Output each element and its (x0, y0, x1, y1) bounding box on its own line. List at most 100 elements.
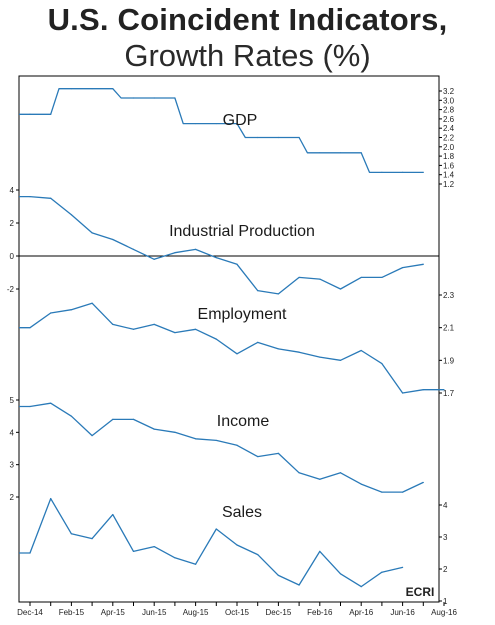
sales-point (29, 552, 31, 554)
plot-frame (18, 75, 440, 603)
chart-marks: 3.23.02.82.62.42.22.01.81.61.41.2 GDP 4 2 0 -… (7, 87, 458, 617)
employment-point (112, 323, 114, 325)
income-point (360, 483, 362, 485)
sales-ytick-label: 3 (443, 533, 448, 542)
income-point (50, 402, 52, 404)
sales-point (91, 538, 93, 540)
sales-ytick-label: 4 (443, 501, 448, 510)
employment-ytick-label: 2.1 (443, 324, 455, 333)
income-point (257, 455, 259, 458)
income-point (236, 444, 238, 446)
industrial-production-series-label: Industrial Production (169, 223, 315, 240)
income-point (422, 481, 424, 484)
employment-ytick-label: 1.7 (443, 389, 455, 398)
industrial-production-point (153, 258, 155, 260)
sales-point (319, 550, 321, 553)
industrial-production-point (29, 196, 31, 198)
gdp-ytick-label: 2.0 (443, 143, 455, 152)
sales-point (174, 557, 176, 559)
sales-series-line (19, 497, 403, 588)
sales-ytick-label: 2 (443, 565, 448, 574)
employment-point (50, 312, 52, 314)
gdp-point (381, 171, 383, 173)
income-point (112, 418, 114, 420)
gdp-ytick-label: 1.4 (443, 171, 455, 180)
income-point (91, 434, 93, 437)
x-tick-label: Aug-15 (183, 608, 209, 617)
income-ytick-label: 3 (10, 461, 15, 470)
income-ytick-label: 2 (10, 493, 15, 502)
sales-point (277, 574, 279, 577)
sales-point (339, 573, 342, 575)
gdp-point (277, 136, 279, 139)
industrial-production-point (339, 288, 342, 290)
gdp-ytick-label: 2.8 (443, 106, 455, 115)
industrial-production-point (174, 252, 176, 254)
industrial-production-point (132, 248, 135, 250)
employment-point (29, 327, 31, 329)
x-tick-label: Jun-16 (390, 608, 415, 617)
income-series-label: Income (217, 413, 270, 430)
gdp-point (257, 136, 259, 139)
employment-point (402, 392, 404, 394)
sales-series-label: Sales (222, 504, 262, 521)
employment-point (319, 356, 321, 358)
employment-point (195, 328, 197, 330)
gdp-point (422, 171, 424, 173)
gdp-point (236, 122, 238, 125)
employment-point (360, 349, 362, 352)
x-tick-label: Feb-15 (59, 608, 85, 617)
industrial-production-point (91, 232, 93, 234)
income-point (174, 431, 176, 433)
income-point (298, 472, 300, 474)
gdp-point (50, 113, 52, 115)
industrial-production-ytick-label: 2 (10, 219, 15, 228)
income-point (402, 491, 404, 493)
employment-ytick-label: 2.3 (443, 291, 455, 300)
employment-point (236, 353, 238, 355)
industrial-production-point (319, 278, 321, 280)
income-point (195, 438, 197, 440)
gdp-point (195, 122, 197, 125)
x-tick-label: Feb-16 (307, 608, 333, 617)
income-point (215, 439, 217, 442)
x-tick-label: Dec-14 (17, 608, 43, 617)
industrial-production-point (236, 263, 238, 265)
industrial-production-ytick-label: -2 (7, 285, 15, 294)
income-point (153, 428, 155, 430)
sales-point (257, 554, 259, 556)
income-point (277, 452, 279, 454)
gdp-ytick-label: 1.8 (443, 152, 455, 161)
employment-point (132, 328, 135, 330)
gdp-ytick-label: 2.4 (443, 124, 455, 133)
employment-point (298, 351, 300, 353)
income-point (339, 472, 342, 474)
employment-point (257, 341, 259, 343)
gdp-ytick-label: 2.6 (443, 115, 455, 124)
industrial-production-point (215, 257, 217, 259)
employment-point (277, 348, 279, 350)
industrial-production-point (277, 293, 279, 295)
gdp-point (70, 88, 72, 90)
sales-point (112, 514, 114, 516)
industrial-production-point (257, 290, 259, 292)
sales-point (360, 586, 362, 588)
gdp-point (112, 88, 114, 90)
income-ytick-label: 4 (10, 428, 15, 437)
gdp-point (402, 171, 404, 173)
industrial-production-point (195, 248, 197, 250)
gdp-point (339, 152, 342, 154)
x-tick-label: Aug-16 (431, 608, 457, 617)
industrial-production-point (360, 276, 362, 279)
sales-point (381, 571, 383, 573)
gdp-point (132, 97, 135, 99)
x-tick-label: Apr-15 (101, 608, 126, 617)
employment-series-line (19, 302, 444, 394)
sales-point (153, 546, 155, 548)
gdp-point (174, 97, 176, 99)
industrial-production-point (298, 276, 300, 279)
gdp-ytick-label: 2.2 (443, 134, 455, 143)
gdp-ytick-label: 3.0 (443, 96, 455, 105)
gdp-series-label: GDP (223, 112, 258, 129)
